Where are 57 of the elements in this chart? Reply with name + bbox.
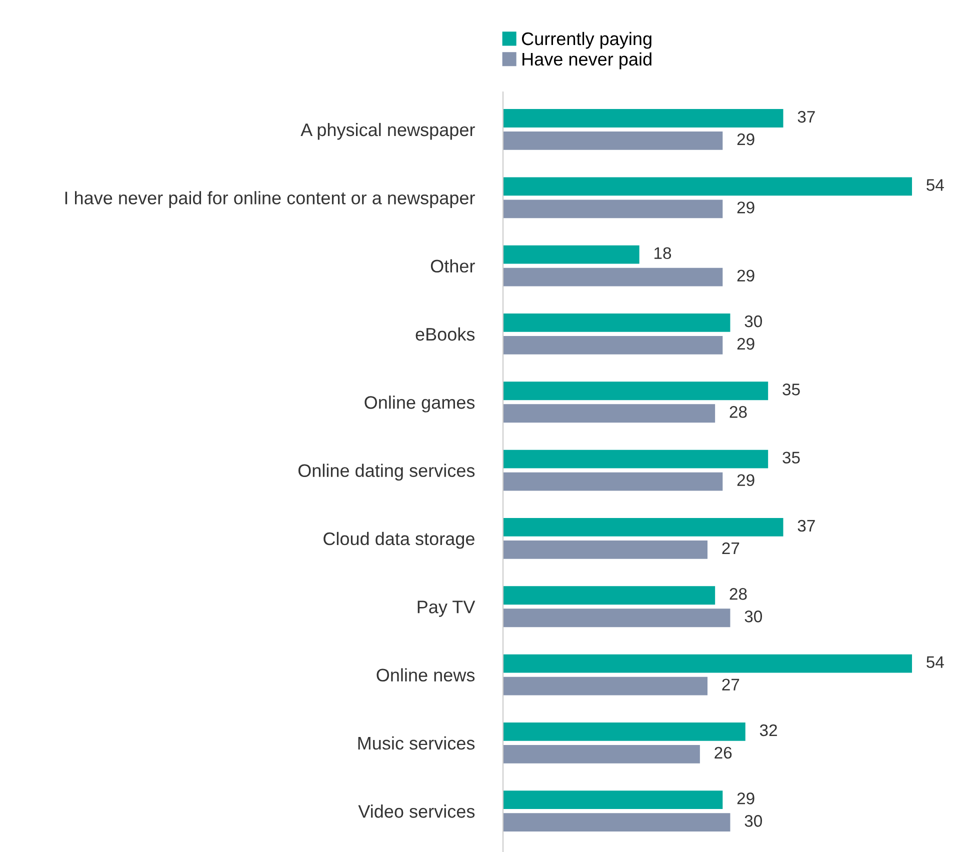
data-label: 37	[798, 520, 815, 532]
bar	[503, 314, 730, 332]
data-label: 54	[926, 656, 944, 668]
data-label: 29	[737, 270, 754, 282]
y-tick-label: eBooks	[416, 327, 475, 341]
bar	[503, 608, 730, 628]
bar	[503, 109, 784, 128]
data-label: 29	[737, 202, 754, 214]
bar	[503, 336, 723, 354]
bar	[503, 586, 716, 605]
bar	[503, 540, 708, 559]
data-label: 37	[798, 110, 815, 123]
legend-label: Currently paying	[522, 32, 652, 49]
y-tick-label: Video services	[358, 804, 475, 818]
y-tick-label: Music services	[358, 736, 475, 750]
data-label: 30	[744, 610, 762, 622]
y-tick-label: Online games	[364, 396, 475, 412]
bar	[503, 722, 746, 741]
bar	[503, 654, 912, 673]
data-label: 27	[722, 678, 740, 690]
data-label: 32	[760, 724, 777, 736]
data-label: 29	[737, 474, 754, 486]
y-tick-label: Online news	[376, 668, 475, 682]
y-tick-label: A physical newspaper	[300, 122, 475, 140]
data-label: 29	[737, 338, 754, 350]
bar	[503, 676, 708, 696]
data-label: 30	[744, 815, 762, 827]
data-label: 29	[737, 792, 754, 804]
data-label: 29	[737, 133, 754, 146]
data-label: 28	[730, 406, 747, 418]
data-label: 28	[730, 588, 747, 600]
bar	[503, 518, 784, 536]
bar	[503, 177, 912, 196]
bar	[503, 472, 723, 491]
data-label: 26	[714, 746, 732, 759]
data-label: 35	[782, 452, 800, 464]
data-label: 30	[744, 315, 762, 328]
bar	[503, 450, 768, 468]
bar	[503, 132, 723, 150]
y-tick-label: Other	[430, 259, 475, 273]
data-label: 27	[722, 542, 740, 554]
y-tick-label: Pay TV	[418, 600, 476, 617]
y-tick-label: I have never paid for online content or a newspaper	[65, 191, 475, 208]
data-label: 18	[654, 247, 672, 260]
bar	[503, 744, 700, 764]
bar	[503, 200, 723, 218]
bar	[503, 382, 768, 400]
data-label: 35	[782, 384, 800, 396]
bar	[503, 404, 716, 423]
y-tick-label: Cloud data storage	[324, 532, 474, 549]
data-label: 54	[926, 179, 944, 191]
bar	[503, 790, 723, 810]
bar	[503, 268, 723, 286]
bar	[503, 813, 730, 832]
bar	[503, 245, 640, 264]
legend-label: Have never paid	[522, 52, 652, 70]
y-tick-label: Online dating services	[298, 464, 475, 481]
